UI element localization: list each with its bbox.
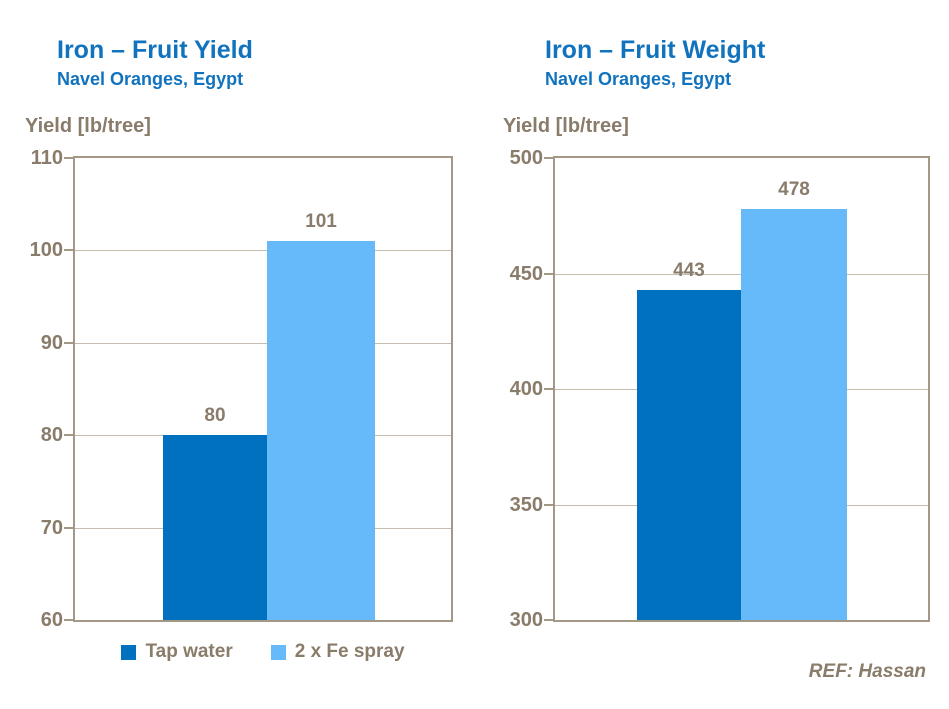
y-axis-tick-mark (64, 434, 73, 436)
y-tick-label: 300 (509, 609, 543, 631)
y-tick-label: 500 (509, 147, 543, 169)
chart-title: Iron – Fruit Weight (545, 36, 766, 64)
y-tick-label: 60 (40, 609, 63, 631)
y-axis-tick-mark (64, 527, 73, 529)
y-axis-tick-mark (64, 619, 73, 621)
legend-label: Tap water (145, 641, 233, 662)
y-axis-tick-mark (64, 157, 73, 159)
plot-area: 110 100 90 80 70 60 80 101 (30, 147, 453, 631)
y-axis-tick-mark (64, 342, 73, 344)
bar-value-label: 101 (305, 211, 337, 232)
bar-value-label: 443 (673, 260, 705, 281)
y-tick-label: 70 (40, 517, 63, 539)
y-axis-tick-mark (64, 249, 73, 251)
legend: Tap water 2 x Fe spray (73, 641, 453, 663)
y-tick-label: 90 (40, 332, 63, 354)
legend-item-2-x-fe-spray: 2 x Fe spray (270, 641, 405, 663)
reference-text: REF: Hassan (808, 661, 926, 682)
chart-subtitle: Navel Oranges, Egypt (545, 69, 732, 89)
y-tick-label: 400 (509, 378, 543, 400)
bar-tap-water (163, 435, 267, 620)
bar-2-x-fe-spray (267, 241, 375, 620)
y-axis-tick-mark (544, 388, 553, 390)
y-axis-tick-mark (544, 273, 553, 275)
y-tick-label: 110 (30, 147, 63, 169)
legend-swatch (121, 644, 137, 660)
y-axis-label: Yield [lb/tree] (25, 115, 151, 137)
y-tick-label: 100 (29, 239, 63, 261)
y-axis-label: Yield [lb/tree] (503, 115, 629, 137)
legend-label: 2 x Fe spray (294, 641, 405, 662)
y-tick-label: 80 (40, 424, 63, 446)
bar-value-label: 80 (204, 405, 226, 426)
gridline (75, 250, 451, 251)
plot-area: 500 450 400 350 300 443 478 (510, 147, 930, 631)
chart-subtitle: Navel Oranges, Egypt (57, 69, 244, 89)
y-axis-tick-mark (544, 619, 553, 621)
legend-item-tap-water: Tap water (121, 641, 233, 663)
gridline (75, 343, 451, 344)
bar-tap-water (637, 290, 741, 620)
bar-2-x-fe-spray (741, 209, 847, 620)
y-tick-label: 350 (509, 494, 543, 516)
y-axis-tick-mark (544, 504, 553, 506)
y-axis-tick-mark (544, 157, 553, 159)
legend-swatch (270, 644, 286, 660)
chart-title: Iron – Fruit Yield (57, 36, 253, 64)
y-tick-label: 450 (509, 263, 543, 285)
bar-value-label: 478 (778, 179, 810, 200)
